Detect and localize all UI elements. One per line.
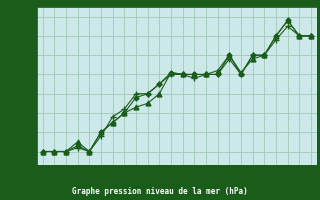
Text: Graphe pression niveau de la mer (hPa): Graphe pression niveau de la mer (hPa)	[72, 188, 248, 196]
